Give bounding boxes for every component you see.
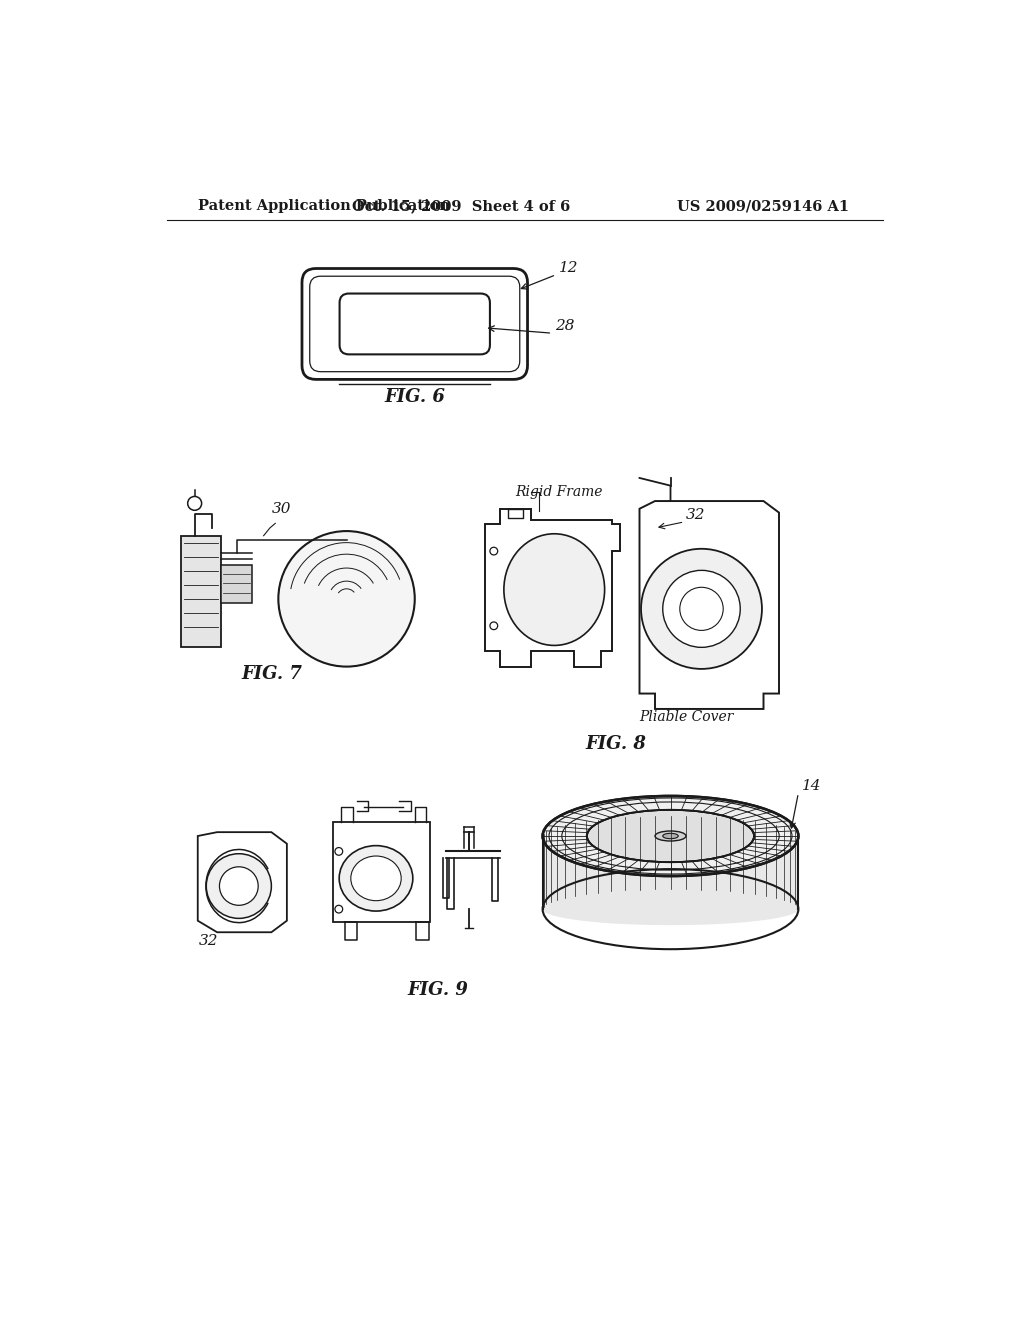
Text: US 2009/0259146 A1: US 2009/0259146 A1 (677, 199, 849, 213)
Polygon shape (198, 832, 287, 932)
Ellipse shape (504, 533, 604, 645)
Circle shape (680, 587, 723, 631)
Circle shape (206, 854, 271, 919)
Ellipse shape (587, 809, 755, 862)
Polygon shape (640, 502, 779, 709)
Ellipse shape (543, 796, 799, 876)
Text: FIG. 7: FIG. 7 (241, 665, 302, 684)
Ellipse shape (663, 833, 678, 838)
Bar (221, 565, 252, 603)
Text: Patent Application Publication: Patent Application Publication (198, 199, 450, 213)
Circle shape (641, 549, 762, 669)
Circle shape (219, 867, 258, 906)
FancyBboxPatch shape (302, 268, 527, 379)
Ellipse shape (351, 855, 401, 900)
Text: Pliable Cover: Pliable Cover (639, 710, 733, 725)
Text: FIG. 9: FIG. 9 (408, 981, 468, 999)
FancyBboxPatch shape (340, 293, 489, 354)
Ellipse shape (655, 832, 686, 841)
Circle shape (187, 496, 202, 511)
Text: FIG. 6: FIG. 6 (384, 388, 445, 407)
Text: 12: 12 (558, 260, 578, 275)
Polygon shape (543, 836, 799, 925)
Circle shape (663, 570, 740, 647)
Text: 28: 28 (555, 319, 574, 333)
Text: FIG. 8: FIG. 8 (586, 735, 647, 752)
Text: 14: 14 (802, 779, 821, 793)
Circle shape (279, 531, 415, 667)
Circle shape (489, 548, 498, 554)
Text: Rigid Frame: Rigid Frame (515, 484, 603, 499)
Text: 32: 32 (686, 508, 706, 521)
Bar (484, 508, 624, 671)
Text: 32: 32 (200, 935, 219, 948)
Ellipse shape (339, 846, 413, 911)
Bar (180, 536, 221, 647)
Polygon shape (484, 508, 621, 667)
Circle shape (489, 622, 498, 630)
Bar (334, 822, 430, 923)
Text: Oct. 15, 2009  Sheet 4 of 6: Oct. 15, 2009 Sheet 4 of 6 (352, 199, 570, 213)
Text: 30: 30 (271, 502, 291, 516)
Circle shape (335, 906, 343, 913)
Circle shape (335, 847, 343, 855)
